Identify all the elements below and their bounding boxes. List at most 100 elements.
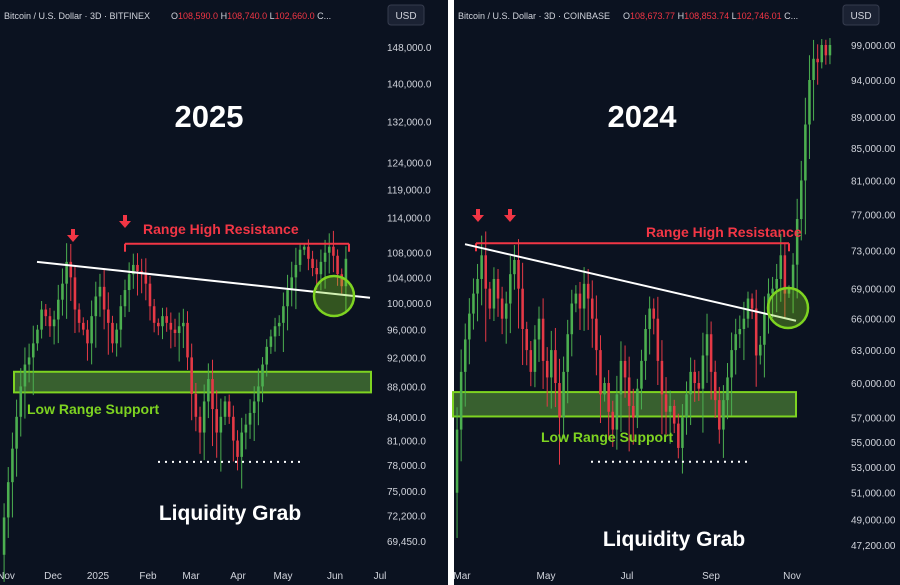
candle-body [472, 293, 475, 314]
candle-body [578, 293, 582, 309]
candle-body [52, 319, 56, 327]
candle-body [705, 334, 709, 356]
year-label: 2025 [175, 99, 244, 134]
ohlc-value-l: 102,746.01 [737, 11, 785, 21]
candle-body [111, 322, 114, 344]
candle-body [640, 360, 643, 389]
candle-body [812, 58, 815, 80]
candle-body [517, 259, 520, 289]
candle-body [227, 401, 231, 417]
candle-body [77, 309, 81, 323]
y-tick-label: 57,000.00 [851, 414, 896, 425]
candle-body [236, 440, 239, 457]
candle-body [648, 308, 651, 330]
candle-body [127, 274, 131, 291]
candle-body [73, 277, 77, 310]
candle-body [677, 423, 680, 448]
x-tick-label: Mar [182, 571, 200, 582]
y-tick-label: 73,000.00 [851, 247, 896, 258]
breakout-circle [766, 286, 810, 330]
currency-button[interactable] [842, 4, 880, 26]
candle-body [771, 288, 774, 294]
candle-body [2, 517, 6, 555]
candle-body [94, 296, 98, 317]
y-tick-label: 81,000.0 [387, 437, 426, 448]
candle-body [294, 264, 298, 278]
candle-body [273, 326, 277, 337]
candle-body [697, 383, 701, 389]
liquidity-grab-label: Liquidity Grab [603, 528, 745, 551]
candle-body [102, 286, 106, 310]
candle-body [586, 283, 590, 299]
range-high-resistance-label: Range High Resistance [646, 224, 802, 240]
candle-body [257, 386, 260, 402]
y-tick-label: 132,000.0 [387, 118, 432, 129]
candle-body [61, 283, 64, 300]
y-tick-label: 100,000.0 [387, 299, 432, 310]
candle-body [742, 318, 746, 330]
down-arrow-icon [476, 209, 480, 216]
candle-body [290, 277, 294, 291]
liquidity-grab-label: Liquidity Grab [159, 502, 301, 525]
y-tick-label: 53,000.00 [851, 463, 896, 474]
candle-body [713, 371, 717, 401]
y-tick-label: 124,000.0 [387, 159, 432, 170]
candle-body [211, 379, 214, 410]
candle-body [529, 350, 533, 372]
down-arrow-icon [71, 229, 75, 236]
candle-body [668, 405, 672, 412]
candle-body [455, 429, 459, 493]
candle-body [820, 45, 824, 63]
ohlc-value-l: 102,660.0 [275, 11, 318, 21]
candle-body [327, 246, 331, 253]
y-tick-label: 47,200.00 [851, 541, 896, 552]
candle-body [282, 306, 285, 323]
candle-body [248, 412, 252, 425]
candle-body [344, 258, 348, 287]
ohlc-value-o: 108,590.0 [178, 11, 221, 21]
candle-body [476, 278, 479, 294]
x-tick-label: Dec [44, 571, 62, 582]
candle-body [574, 293, 578, 304]
candle-body [644, 329, 647, 361]
x-tick-label: Jun [327, 571, 343, 582]
candle-body [484, 255, 488, 289]
candle-body [298, 249, 302, 265]
candle-body [545, 360, 549, 378]
candle-body [223, 401, 227, 417]
y-tick-label: 89,000.00 [851, 113, 896, 124]
candle-body [202, 401, 206, 433]
candle-body [599, 350, 602, 395]
ohlc-readout: O108,673.77 H108,853.74 L102,746.01 C... [623, 11, 798, 21]
candle-body [198, 416, 202, 433]
ohlc-label: L [732, 11, 737, 21]
candle-body [23, 364, 27, 387]
candle-body [509, 274, 512, 304]
candle-body [468, 313, 471, 340]
candle-body [759, 344, 762, 356]
candle-body [685, 394, 688, 418]
candle-body [664, 394, 668, 412]
candle-body [701, 355, 705, 389]
candle-body [315, 268, 319, 275]
candle-body [173, 329, 177, 334]
x-tick-label: Sep [702, 571, 720, 582]
down-arrow-icon [123, 215, 127, 222]
candle-body [763, 313, 766, 345]
candle-body [513, 259, 516, 275]
y-tick-label: 55,000.00 [851, 438, 896, 449]
currency-button[interactable] [387, 4, 425, 26]
candle-body [265, 346, 269, 365]
candle-body [459, 371, 463, 430]
candle-body [336, 255, 339, 275]
candle-body [115, 329, 118, 344]
candle-body [190, 357, 193, 394]
ohlc-value-h: 108,853.74 [684, 11, 732, 21]
candle-body [194, 393, 198, 417]
candle-body [31, 343, 35, 358]
candle-body [636, 388, 639, 418]
chart-panel-2024: Bitcoin / U.S. Dollar · 3D · COINBASE O10… [452, 4, 896, 582]
candle-body [56, 299, 60, 320]
